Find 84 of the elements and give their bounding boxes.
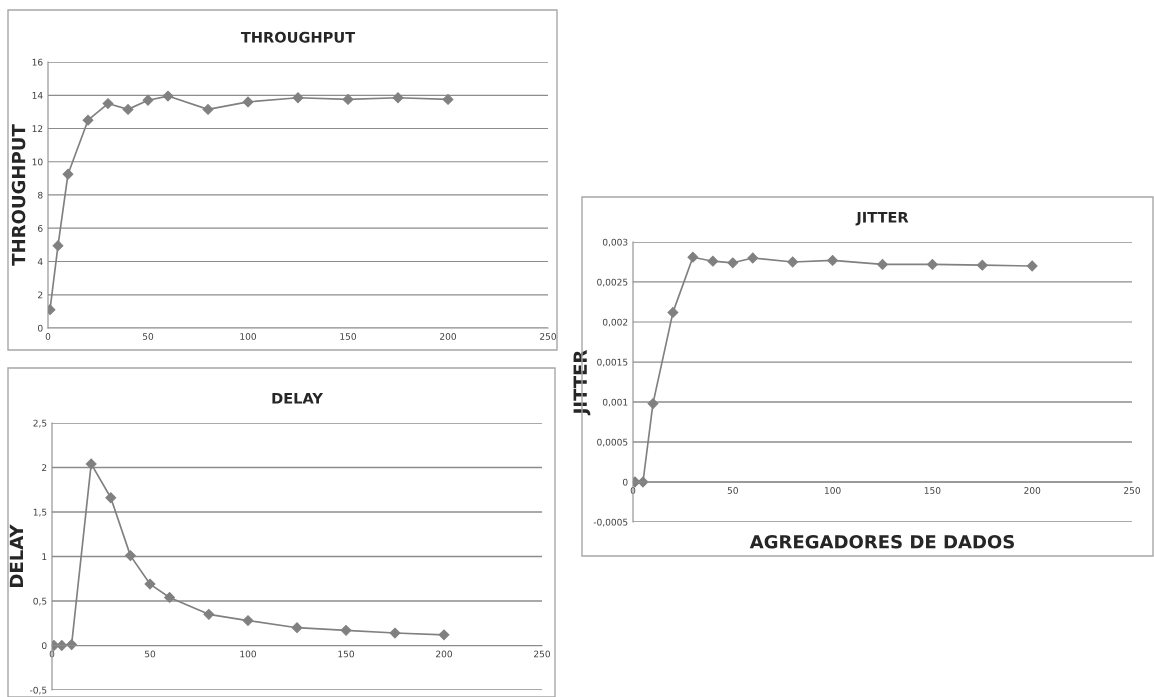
x-tick-label: 100	[240, 333, 257, 340]
point	[707, 255, 719, 267]
y-tick-label: 2	[38, 291, 43, 299]
point	[976, 259, 988, 271]
point	[438, 629, 450, 641]
x-tick-label: 50	[142, 333, 154, 340]
point	[877, 258, 888, 270]
point	[52, 240, 64, 252]
point	[687, 251, 699, 263]
point	[202, 103, 214, 115]
point	[342, 93, 354, 105]
point	[1026, 260, 1038, 272]
y-tick-label: 0,001	[602, 398, 628, 407]
point	[85, 458, 97, 470]
x-tick-label: 100	[824, 487, 841, 494]
point	[142, 94, 154, 106]
point	[389, 627, 401, 639]
y-tick-label: 0	[41, 642, 47, 650]
y-tick-label: 1	[42, 553, 47, 560]
y-tick-label: 0,0005	[597, 438, 628, 447]
point	[162, 90, 174, 102]
x-tick-label: 100	[240, 650, 257, 658]
x-tick-label: 50	[727, 487, 738, 494]
y-tick-label: -0,5	[29, 686, 47, 695]
point	[122, 103, 134, 115]
point	[105, 492, 117, 504]
point	[747, 252, 759, 264]
y-tick-label: 1,5	[33, 508, 47, 517]
x-tick-label: 150	[338, 650, 355, 658]
chart-title: JITTER	[855, 211, 909, 226]
point	[62, 168, 74, 180]
point	[164, 592, 176, 603]
y-tick-label: 0,0015	[597, 358, 628, 367]
point	[340, 624, 352, 636]
y-tick-label: 0	[37, 324, 43, 332]
y-tick-label: 14	[32, 92, 43, 99]
y-tick-label: 8	[38, 191, 43, 199]
x-tick-label: 200	[1024, 487, 1041, 494]
y-axis-title: THROUGHPUT	[11, 124, 26, 266]
point	[926, 258, 938, 270]
x-axis-title: AGREGADORES DE DADOS	[749, 534, 1014, 549]
y-tick-label: 0,0025	[597, 278, 628, 287]
point	[727, 257, 739, 269]
x-tick-label: 200	[436, 650, 453, 658]
point	[667, 306, 679, 318]
y-tick-label: 16	[32, 58, 43, 66]
y-tick-label: 12	[32, 125, 43, 132]
y-axis-title: DELAY	[9, 524, 23, 587]
x-tick-label: 0	[49, 650, 55, 658]
point	[291, 622, 303, 634]
y-tick-label: 2	[42, 464, 47, 471]
x-tick-label: 150	[924, 487, 941, 494]
y-tick-label: 0,003	[602, 238, 628, 247]
x-tick-label: 250	[1124, 487, 1141, 494]
point	[82, 114, 94, 126]
y-tick-label: 0	[622, 478, 628, 486]
point	[144, 578, 156, 590]
point	[242, 615, 254, 627]
x-tick-label: 250	[534, 650, 551, 658]
chart-title: DELAY	[272, 392, 324, 404]
point	[442, 93, 454, 105]
point	[242, 96, 254, 108]
x-tick-label: 50	[144, 650, 156, 658]
y-tick-label: 10	[32, 158, 43, 166]
y-axis-title: JITTER	[573, 350, 591, 416]
y-tick-label: 0,002	[602, 318, 628, 327]
point	[787, 256, 799, 268]
x-tick-label: 200	[440, 333, 457, 340]
x-tick-label: 0	[630, 487, 636, 494]
y-tick-label: 0,5	[33, 597, 47, 606]
point	[102, 98, 114, 109]
x-tick-label: 250	[540, 333, 557, 340]
y-tick-label: 2,5	[33, 419, 47, 428]
y-tick-label: 6	[38, 224, 43, 232]
point	[392, 92, 404, 104]
point	[292, 92, 304, 104]
point	[124, 550, 136, 562]
point	[203, 608, 215, 620]
x-tick-label: 150	[340, 333, 357, 340]
point	[827, 254, 839, 266]
chart-title: THROUGHPUT	[240, 31, 356, 43]
point	[647, 398, 659, 410]
y-tick-label: -0,0005	[593, 518, 628, 527]
y-tick-label: 4	[37, 258, 43, 265]
